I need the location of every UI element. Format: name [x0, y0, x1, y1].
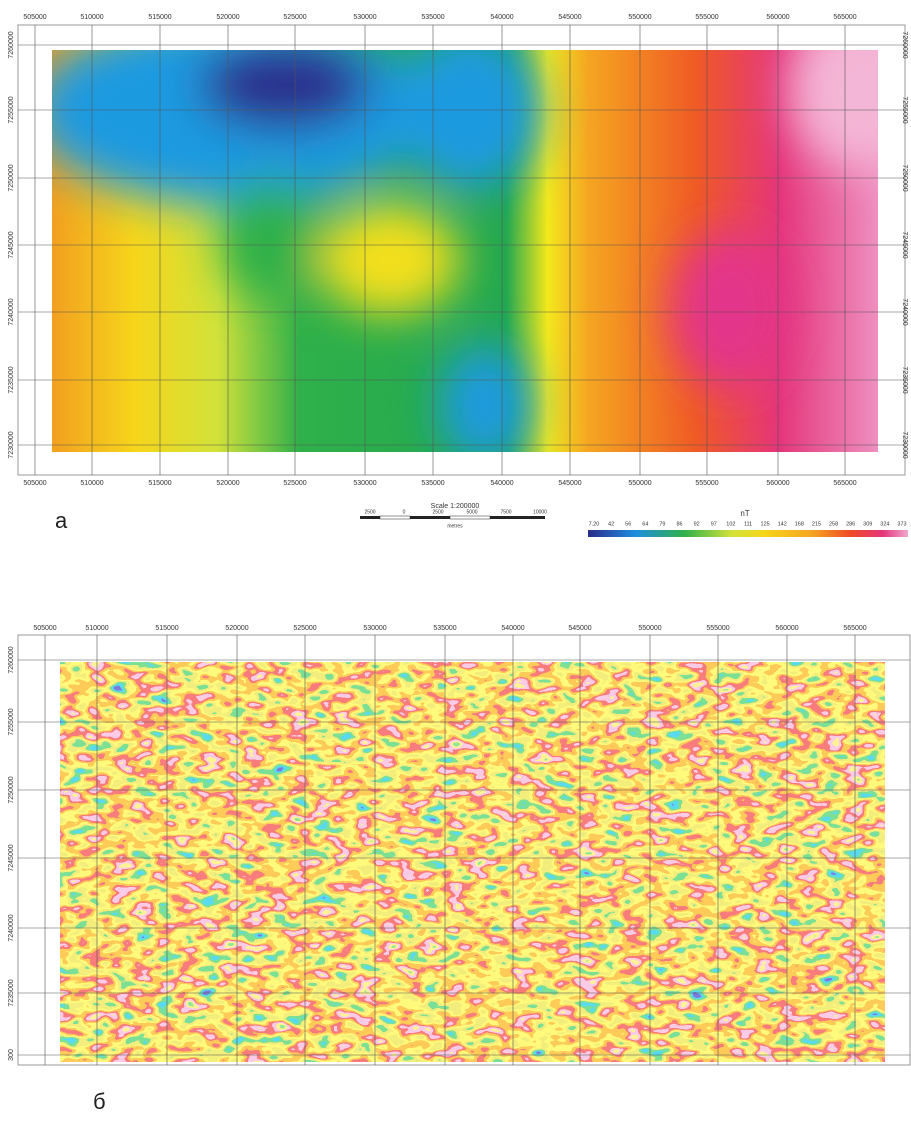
y-label: 7235000	[901, 366, 908, 393]
y-label: 7260000	[8, 646, 15, 673]
x-label: 555000	[706, 625, 729, 632]
x-label: 530000	[363, 625, 386, 632]
colorbar-label: 92	[694, 521, 700, 527]
x-label: 530000	[353, 480, 376, 487]
x-label: 525000	[293, 625, 316, 632]
x-label: 540000	[490, 480, 513, 487]
scale-tick: 2500	[364, 509, 375, 515]
x-label: 545000	[558, 14, 581, 21]
x-label: 565000	[843, 625, 866, 632]
colorbar-label: 79	[659, 521, 665, 527]
colorbar-label: 309	[863, 521, 872, 527]
y-label: 7240000	[8, 298, 15, 325]
colorbar-label: 7.20	[589, 521, 600, 527]
x-label: 520000	[216, 14, 239, 21]
x-label: 515000	[148, 14, 171, 21]
scale-tick: 2500	[432, 509, 443, 515]
scale-bar	[360, 515, 545, 520]
colorbar-label: 125	[761, 521, 770, 527]
x-label: 565000	[833, 480, 856, 487]
x-label: 510000	[80, 14, 103, 21]
colorbar-label: 102	[726, 521, 735, 527]
x-label: 535000	[421, 14, 444, 21]
x-label: 505000	[23, 480, 46, 487]
y-label: 7230000	[8, 431, 15, 458]
colorbar-unit: nT	[740, 509, 749, 518]
scale-tick: 7500	[500, 509, 511, 515]
y-label: 300	[8, 1049, 15, 1061]
y-label: 7235000	[8, 979, 15, 1006]
y-label: 7245000	[901, 231, 908, 258]
scale-tick: 0	[403, 509, 406, 515]
scale-tick: 10000	[533, 509, 547, 515]
colorbar-label: 258	[829, 521, 838, 527]
colorbar-label: 168	[795, 521, 804, 527]
y-label: 7255000	[901, 96, 908, 123]
x-label: 565000	[833, 14, 856, 21]
x-label: 560000	[766, 14, 789, 21]
colorbar-label: 324	[880, 521, 889, 527]
x-label: 560000	[775, 625, 798, 632]
colorbar-label: 64	[642, 521, 648, 527]
x-label: 535000	[421, 480, 444, 487]
scale-unit: metres	[447, 523, 463, 529]
x-label: 555000	[695, 480, 718, 487]
colorbar-label: 142	[778, 521, 787, 527]
x-label: 520000	[216, 480, 239, 487]
x-label: 545000	[568, 625, 591, 632]
x-label: 520000	[225, 625, 248, 632]
colorbar	[588, 530, 908, 537]
y-label: 7250000	[8, 164, 15, 191]
x-label: 550000	[638, 625, 661, 632]
x-label: 505000	[33, 625, 56, 632]
colorbar-label: 215	[812, 521, 821, 527]
x-label: 525000	[283, 480, 306, 487]
y-label: 7235000	[8, 366, 15, 393]
field-map	[52, 50, 878, 452]
x-label: 555000	[695, 14, 718, 21]
derivative-map	[60, 662, 885, 1062]
x-label: 515000	[155, 625, 178, 632]
panel-label: а	[55, 508, 68, 533]
y-label: 7260000	[901, 31, 908, 58]
x-label: 510000	[80, 480, 103, 487]
x-label: 540000	[501, 625, 524, 632]
x-label: 535000	[433, 625, 456, 632]
scale-tick: 5000	[466, 509, 477, 515]
colorbar-label: 111	[744, 521, 752, 527]
x-label: 545000	[558, 480, 581, 487]
scale-title: Scale 1:200000	[431, 503, 480, 510]
x-label: 515000	[148, 480, 171, 487]
colorbar-label: 42	[608, 521, 614, 527]
colorbar-label: 86	[676, 521, 682, 527]
grid	[18, 635, 910, 1065]
y-label: 7240000	[901, 298, 908, 325]
colorbar-label: 286	[846, 521, 855, 527]
y-label: 7245000	[8, 231, 15, 258]
y-label: 7255000	[8, 708, 15, 735]
y-label: 7250000	[901, 164, 908, 191]
x-label: 505000	[23, 14, 46, 21]
x-label: 550000	[628, 480, 651, 487]
y-label: 7255000	[8, 96, 15, 123]
y-label: 7260000	[8, 31, 15, 58]
y-label: 7230000	[901, 431, 908, 458]
x-label: 540000	[490, 14, 513, 21]
y-label: 7245000	[8, 844, 15, 871]
y-label: 7250000	[8, 776, 15, 803]
x-label: 560000	[766, 480, 789, 487]
panel-label: б	[93, 1089, 106, 1114]
x-label: 550000	[628, 14, 651, 21]
x-label: 525000	[283, 14, 306, 21]
colorbar-label: 373	[897, 521, 906, 527]
grid	[18, 25, 905, 475]
x-label: 510000	[85, 625, 108, 632]
y-label: 7240000	[8, 914, 15, 941]
colorbar-label: 56	[625, 521, 631, 527]
colorbar-label: 97	[711, 521, 717, 527]
x-label: 530000	[353, 14, 376, 21]
